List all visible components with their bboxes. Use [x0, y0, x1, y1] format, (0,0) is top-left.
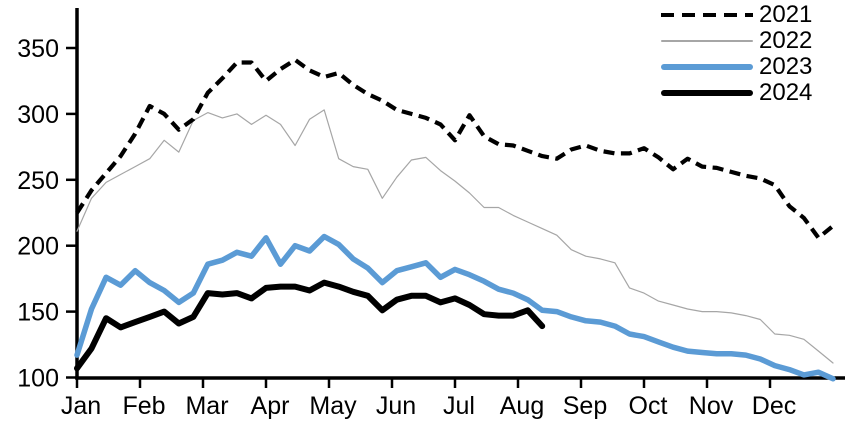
legend-item-2023: 2023 [661, 54, 812, 80]
legend-label-2024: 2024 [759, 79, 813, 106]
legend-item-2021: 2021 [661, 2, 812, 28]
y-tick-label-150: 150 [17, 299, 59, 327]
x-tick-label-may: May [309, 392, 357, 420]
legend-line-sample-2023 [661, 64, 753, 70]
x-tick-label-sep: Sep [563, 392, 607, 420]
x-tick-label-aug: Aug [500, 392, 544, 420]
legend-label-2021: 2021 [759, 1, 813, 28]
y-tick-label-100: 100 [17, 365, 59, 393]
series-line-2022 [76, 109, 834, 364]
x-tick-label-mar: Mar [185, 392, 228, 420]
x-tick-label-jul: Jul [443, 392, 475, 420]
y-tick-label-350: 350 [17, 35, 59, 63]
x-tick-label-jan: Jan [61, 392, 101, 420]
legend-item-2022: 2022 [661, 28, 812, 54]
legend-line-sample-2021 [661, 13, 753, 17]
y-tick-label-300: 300 [17, 101, 59, 129]
series-line-2023 [74, 233, 836, 382]
legend-label-2022: 2022 [759, 27, 813, 54]
series-line-2024 [74, 279, 546, 372]
y-tick-label-200: 200 [17, 233, 59, 261]
x-tick-label-nov: Nov [689, 392, 734, 420]
legend-label-2023: 2023 [759, 53, 813, 80]
legend-item-2024: 2024 [661, 80, 812, 106]
y-tick-label-250: 250 [17, 167, 59, 195]
x-tick-label-feb: Feb [122, 392, 165, 420]
x-tick-label-oct: Oct [629, 392, 668, 420]
series-line-2021 [75, 57, 835, 240]
x-tick-label-jun: Jun [376, 392, 416, 420]
legend: 2021 2022 2023 2024 [661, 2, 812, 106]
legend-line-sample-2024 [661, 90, 753, 96]
legend-line-sample-2022 [661, 40, 753, 42]
x-tick-label-apr: Apr [251, 392, 290, 420]
x-tick-label-dec: Dec [752, 392, 796, 420]
